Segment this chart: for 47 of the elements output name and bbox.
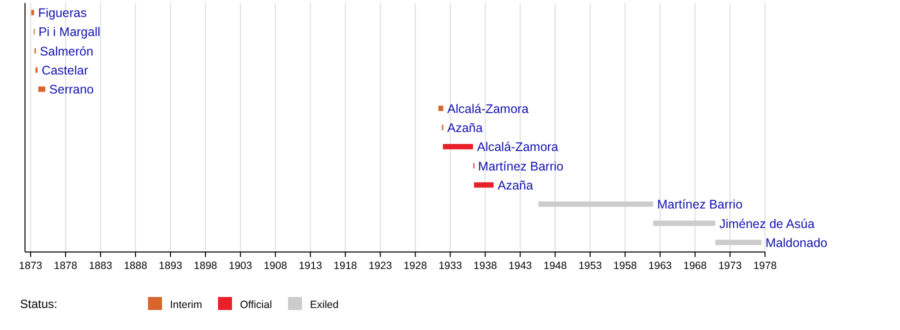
y-tick-label: Pi i Margall [38, 25, 100, 40]
x-tick-label: 1873 [18, 260, 42, 272]
y-tick-label: Serrano [49, 82, 94, 97]
y-tick-label: Jiménez de Asúa [719, 216, 815, 231]
x-tick-label: 1958 [613, 260, 637, 272]
y-tick-label: Alcalá-Zamora [476, 140, 558, 154]
x-tick-label: 1903 [228, 260, 252, 272]
x-tick-label: 1963 [648, 260, 672, 272]
x-tick-label: 1933 [438, 260, 462, 272]
x-tick-label: 1918 [334, 260, 358, 272]
x-tick-label: 1898 [194, 260, 218, 272]
y-tick-label: Azaña [498, 178, 534, 192]
x-tick-label: 1938 [474, 260, 498, 272]
x-tick-label: 1878 [54, 260, 78, 272]
bar [442, 144, 473, 150]
bar [715, 240, 762, 246]
y-tick-label: Castelar [42, 64, 88, 78]
legend-label: Official [240, 299, 272, 311]
y-tick-label: Alcalá-Zamora [447, 102, 529, 116]
x-tick-label: 1883 [88, 260, 112, 272]
legend-label: Interim [170, 299, 202, 311]
legend-label: Exiled [310, 299, 339, 311]
x-tick-label: 1948 [543, 260, 568, 272]
legend-title: Status: [20, 297, 58, 311]
x-tick-label: 1943 [508, 260, 532, 272]
x-tick-label: 1953 [578, 260, 602, 272]
y-tick-label: Salmerón [40, 44, 94, 58]
y-tick-label: Martínez Barrio [657, 198, 743, 212]
x-tick-label: 1913 [298, 260, 322, 272]
bar [438, 106, 444, 112]
y-tick-label: Azaña [447, 121, 483, 135]
y-tick-label: Figueras [38, 6, 87, 20]
bar [31, 10, 34, 16]
x-tick-label: 1978 [753, 260, 777, 272]
x-tick-label: 1973 [718, 260, 742, 272]
bar [653, 220, 716, 226]
bar [538, 201, 654, 207]
x-tick-label: 1888 [124, 260, 148, 272]
x-tick-label: 1923 [368, 260, 392, 272]
bar [474, 182, 494, 188]
bar [38, 86, 46, 92]
y-tick-label: Maldonado [766, 236, 828, 250]
x-tick-label: 1928 [404, 260, 428, 272]
x-tick-label: 1908 [264, 260, 288, 272]
x-tick-label: 1893 [158, 260, 182, 272]
y-tick-label: Martínez Barrio [478, 159, 564, 174]
x-tick-label: 1968 [683, 260, 707, 272]
